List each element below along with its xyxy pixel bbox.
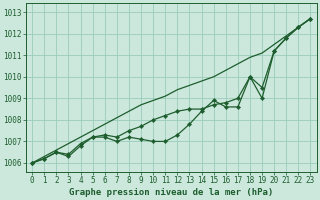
X-axis label: Graphe pression niveau de la mer (hPa): Graphe pression niveau de la mer (hPa) [69, 188, 274, 197]
